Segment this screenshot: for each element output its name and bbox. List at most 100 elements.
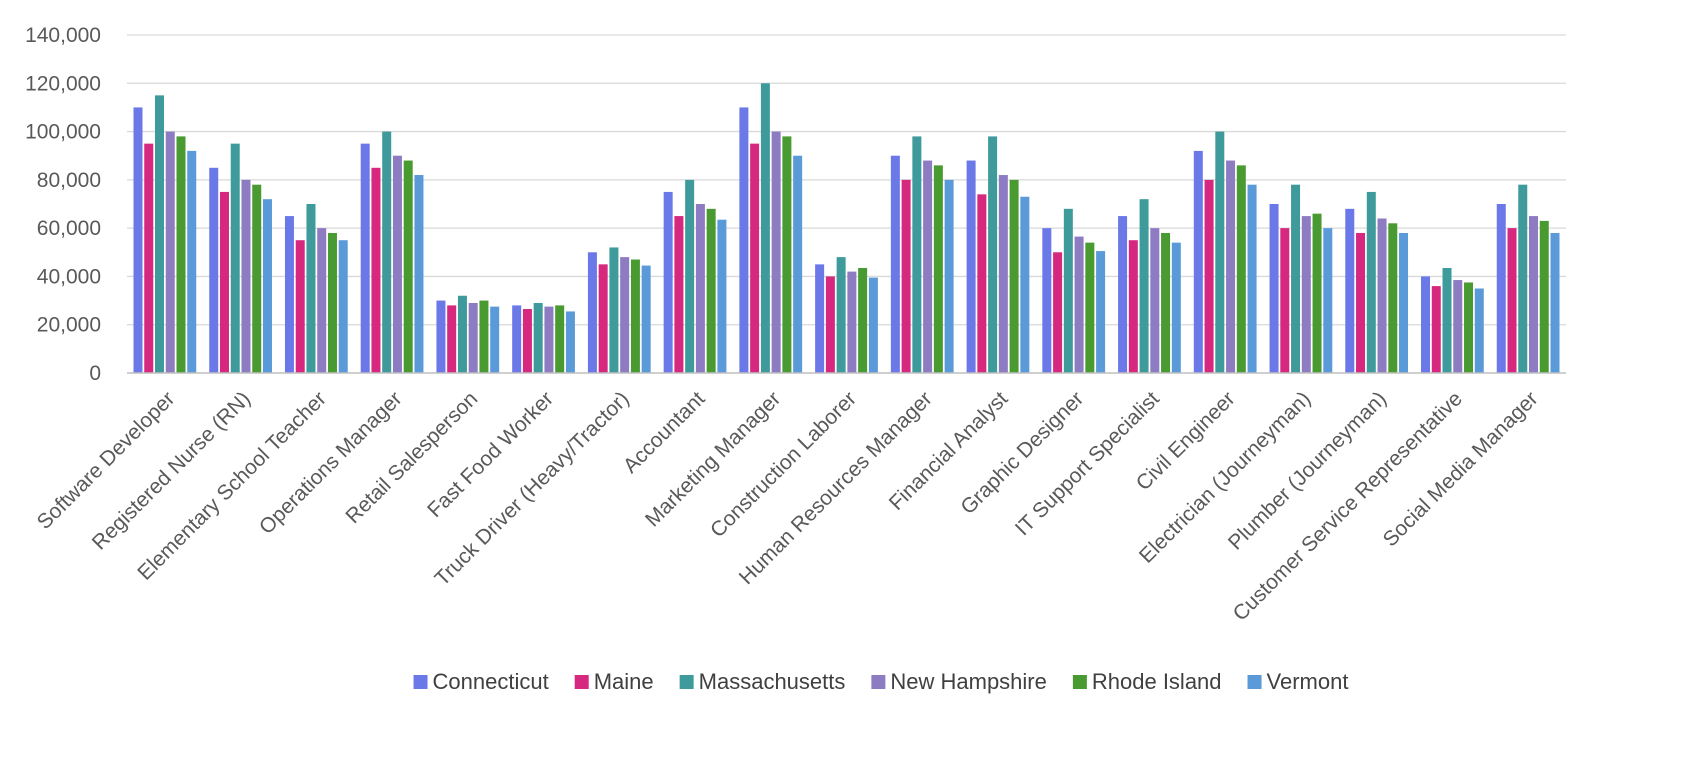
bar-massachusetts xyxy=(1215,131,1225,373)
bar-maine xyxy=(371,167,381,373)
bar-new-hampshire xyxy=(165,131,175,373)
bar-massachusetts xyxy=(457,295,467,373)
bar-vermont xyxy=(1323,228,1333,373)
y-tick-label: 140,000 xyxy=(25,24,101,47)
bar-massachusetts xyxy=(988,136,998,373)
bar-maine xyxy=(1280,228,1290,373)
legend: Connecticut Maine Massachusetts New Hampshi… xyxy=(413,669,1349,694)
bar-rhode-island xyxy=(858,267,868,373)
bar-rhode-island xyxy=(782,136,792,373)
bar-connecticut xyxy=(360,143,370,373)
bar-connecticut xyxy=(1269,204,1279,373)
x-tick-label: Software Developer xyxy=(33,387,180,534)
legend-label: Vermont xyxy=(1267,669,1349,694)
bar-rhode-island xyxy=(1085,242,1095,373)
bar-new-hampshire xyxy=(1529,216,1539,373)
legend-label: Rhode Island xyxy=(1092,669,1222,694)
bar-massachusetts xyxy=(1139,199,1149,373)
bar-vermont xyxy=(490,306,500,373)
bar-maine xyxy=(1431,286,1441,373)
bar-connecticut xyxy=(1118,216,1128,373)
bar-rhode-island xyxy=(479,300,489,373)
bar-maine xyxy=(1204,179,1214,373)
legend-label: Maine xyxy=(594,669,654,694)
bar-rhode-island xyxy=(1236,165,1246,373)
bar-massachusetts xyxy=(1063,208,1073,373)
x-tick-label: Retail Salesperson xyxy=(341,387,482,528)
bar-connecticut xyxy=(133,107,143,373)
bar-massachusetts xyxy=(533,302,543,373)
bar-massachusetts xyxy=(912,136,922,373)
legend-label: Connecticut xyxy=(433,669,549,694)
bar-connecticut xyxy=(284,216,294,373)
bar-connecticut xyxy=(890,155,900,373)
bar-vermont xyxy=(1247,184,1257,373)
bar-massachusetts xyxy=(1366,191,1376,373)
bar-massachusetts xyxy=(1291,184,1301,373)
bar-vermont xyxy=(1096,251,1106,373)
bar-new-hampshire xyxy=(695,204,705,373)
bar-new-hampshire xyxy=(847,271,857,373)
bar-maine xyxy=(144,143,154,373)
bar-new-hampshire xyxy=(241,179,251,373)
bar-massachusetts xyxy=(154,95,164,373)
bar-maine xyxy=(219,191,229,373)
y-tick-label: 20,000 xyxy=(37,314,101,337)
y-axis-ticks: 0 20,000 40,000 60,000 80,000 100,000 120,000 1… xyxy=(25,24,101,385)
bar-connecticut xyxy=(663,191,673,373)
bar-massachusetts xyxy=(760,83,770,374)
bar-connecticut xyxy=(1345,208,1355,373)
bar-new-hampshire xyxy=(923,160,933,373)
bar-connecticut xyxy=(587,252,597,373)
bar-maine xyxy=(977,194,987,373)
bar-vermont xyxy=(1399,232,1409,373)
legend-label: New Hampshire xyxy=(890,669,1047,694)
bar-rhode-island xyxy=(555,305,565,373)
bar-maine xyxy=(1128,240,1138,373)
bar-new-hampshire xyxy=(468,302,478,373)
bar-connecticut xyxy=(1496,204,1506,373)
legend-swatch xyxy=(1247,675,1262,689)
bar-new-hampshire xyxy=(1074,236,1084,373)
bar-connecticut xyxy=(1193,150,1203,373)
bar-maine xyxy=(1507,228,1517,373)
bar-vermont xyxy=(944,179,954,373)
bar-connecticut xyxy=(966,160,976,373)
bar-maine xyxy=(674,216,684,373)
bar-new-hampshire xyxy=(392,155,402,373)
bar-new-hampshire xyxy=(1226,160,1236,373)
bar-vermont xyxy=(565,311,575,373)
bar-rhode-island xyxy=(252,184,262,373)
bars xyxy=(133,83,1560,374)
bar-maine xyxy=(750,143,760,373)
bar-rhode-island xyxy=(706,208,716,373)
y-tick-label: 80,000 xyxy=(37,169,101,192)
bar-vermont xyxy=(414,175,424,373)
bar-maine xyxy=(447,305,457,373)
bar-massachusetts xyxy=(609,247,619,373)
bar-maine xyxy=(1053,252,1063,373)
bar-massachusetts xyxy=(836,257,846,373)
bar-connecticut xyxy=(512,305,522,373)
bar-vermont xyxy=(717,219,727,373)
bar-vermont xyxy=(1171,242,1181,373)
bar-rhode-island xyxy=(403,160,413,373)
bar-rhode-island xyxy=(1009,179,1019,373)
legend-swatch xyxy=(679,675,694,689)
bar-massachusetts xyxy=(382,131,392,373)
bar-rhode-island xyxy=(176,136,186,373)
bar-maine xyxy=(901,179,911,373)
bar-massachusetts xyxy=(1442,267,1452,373)
bar-rhode-island xyxy=(1539,220,1549,373)
x-tick-label: Social Media Manager xyxy=(1379,387,1543,551)
y-tick-label: 0 xyxy=(89,362,101,385)
bar-vermont xyxy=(187,150,197,373)
bar-new-hampshire xyxy=(620,257,630,373)
bar-new-hampshire xyxy=(1377,218,1387,373)
bar-vermont xyxy=(338,240,348,373)
bar-new-hampshire xyxy=(317,228,327,373)
bar-rhode-island xyxy=(1464,282,1474,373)
bar-connecticut xyxy=(436,300,446,373)
bar-vermont xyxy=(262,199,272,373)
